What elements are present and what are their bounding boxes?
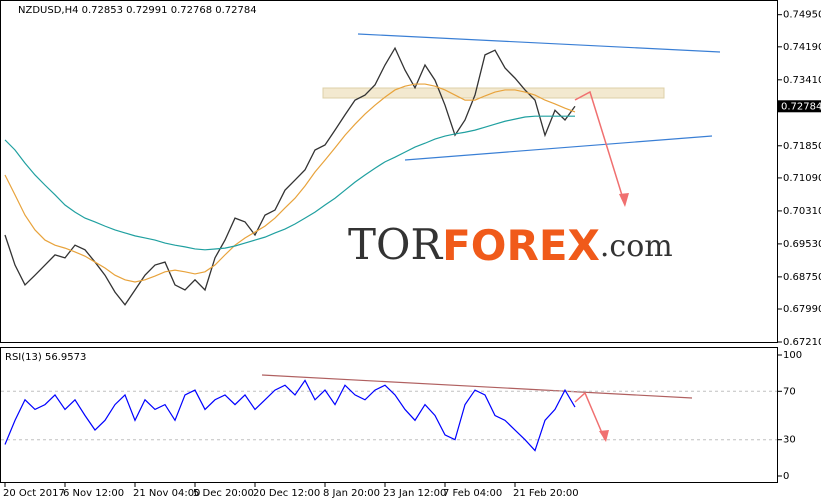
y-tick-label: 30	[783, 435, 796, 446]
chart-title: NZDUSD,H4 0.72853 0.72991 0.72768 0.7278…	[18, 5, 257, 16]
x-tick-label: 20 Oct 2017	[3, 488, 65, 499]
arrow-head	[619, 193, 629, 207]
y-tick-label: 0.68750	[783, 272, 821, 283]
y-tick-label: 0.74950	[783, 10, 821, 21]
price-label: 0.72784	[781, 101, 821, 112]
arrow-head	[599, 430, 609, 442]
main-panel	[0, 0, 778, 343]
y-tick-label: 0.69530	[783, 239, 821, 250]
watermark-part: .com	[600, 229, 673, 264]
watermark-part: TOR	[348, 220, 443, 269]
trend-line	[357, 33, 721, 53]
x-tick-label: 20 Dec 12:00	[253, 488, 320, 499]
series-line	[4, 46, 576, 306]
x-tick-label: 21 Nov 04:00	[133, 488, 200, 499]
forecast-arrow	[574, 391, 606, 441]
x-tick-label: 7 Feb 04:00	[443, 488, 502, 499]
y-tick-label: 0	[783, 471, 789, 482]
y-tick-label: 100	[783, 350, 802, 361]
y-tick-label: 0.71850	[783, 141, 821, 152]
y-tick-label: 0.70310	[783, 206, 821, 217]
rsi-title: RSI(13) 56.9573	[5, 352, 86, 363]
y-tick-label: 0.71090	[783, 173, 821, 184]
series-line	[4, 83, 576, 283]
x-tick-label: 5 Dec 20:00	[193, 488, 254, 499]
forecast-arrow	[574, 90, 626, 206]
x-tick-label: 8 Jan 20:00	[323, 488, 380, 499]
rsi-panel	[0, 347, 778, 483]
y-tick-label: 0.74190	[783, 42, 821, 53]
x-tick-label: 6 Nov 12:00	[63, 488, 124, 499]
trend-line	[404, 135, 713, 161]
y-tick-label: 0.67210	[783, 337, 821, 348]
y-tick-label: 0.73410	[783, 75, 821, 86]
series-line	[4, 379, 576, 452]
y-tick-label: 70	[783, 386, 796, 397]
x-tick-label: 23 Jan 12:00	[383, 488, 446, 499]
watermark: TORFOREX.com	[348, 220, 673, 270]
x-tick-label: 21 Feb 20:00	[513, 488, 579, 499]
y-tick-label: 0.67990	[783, 304, 821, 315]
rsi-trend-line	[261, 374, 693, 399]
watermark-part: FOREX	[442, 221, 600, 270]
series-line	[4, 115, 575, 251]
price-marker	[778, 100, 821, 113]
